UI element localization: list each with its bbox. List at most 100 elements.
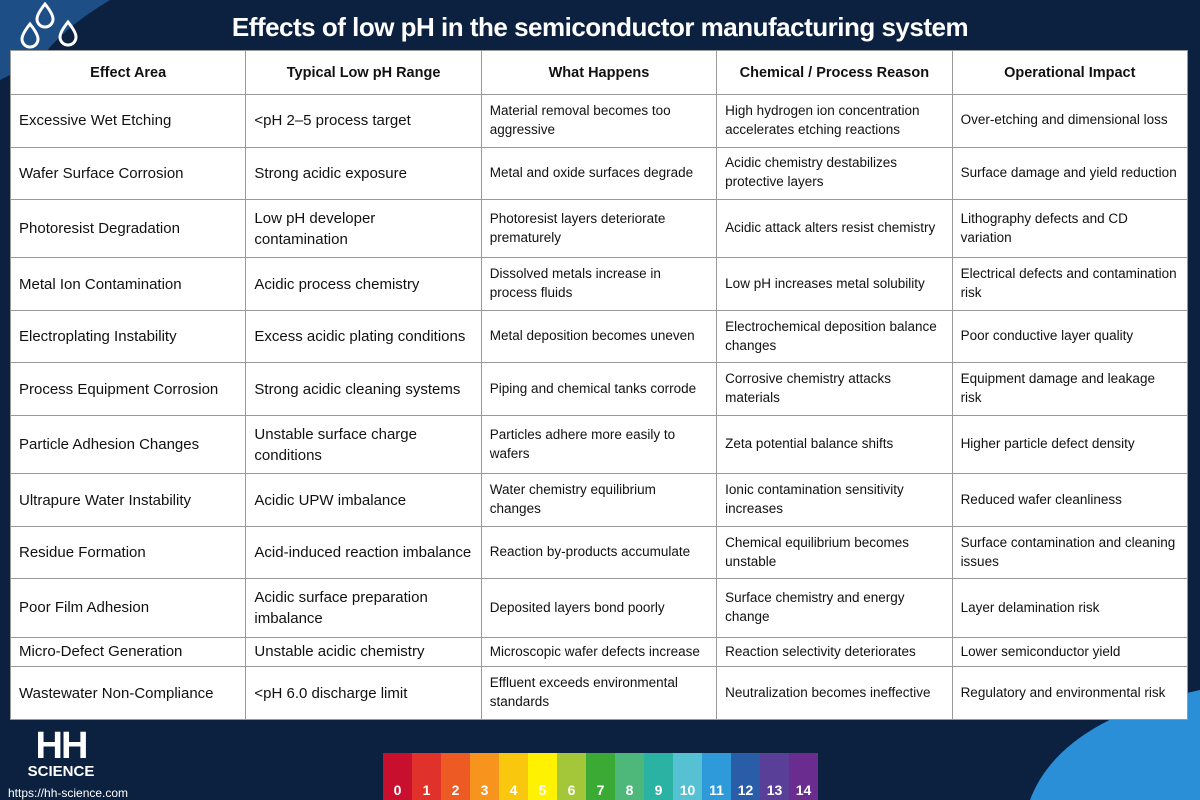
table-cell: Electrochemical deposition balance chang… [716, 309, 953, 364]
table-cell: Low pH increases metal solubility [716, 257, 953, 311]
table-row: Residue Formation Acid-induced reaction i… [9, 525, 1189, 580]
table-cell: Electroplating Instability [9, 309, 247, 364]
ph-cell: 5 [528, 753, 557, 800]
table-cell: High hydrogen ion concentration accelera… [716, 94, 953, 148]
table-cell: Surface chemistry and energy change [716, 578, 953, 638]
table-cell: Deposited layers bond poorly [480, 578, 718, 638]
table-cell: Excess acidic plating conditions [245, 309, 482, 364]
table-cell: <pH 6.0 discharge limit [245, 666, 482, 720]
table-cell: Metal deposition becomes uneven [480, 309, 718, 364]
logo-text: SCIENCE [27, 763, 95, 780]
table-cell: Particle Adhesion Changes [9, 414, 247, 475]
drop-icon [58, 19, 78, 47]
ph-cell: 7 [586, 753, 615, 800]
table-cell: Wafer Surface Corrosion [9, 146, 247, 201]
ph-cell: 12 [731, 753, 760, 800]
table-cell: Higher particle defect density [951, 414, 1189, 475]
table-cell: Poor conductive layer quality [951, 309, 1189, 364]
ph-cell: 6 [557, 753, 586, 800]
ph-cell: 4 [499, 753, 528, 800]
column-header: Effect Area [9, 50, 247, 95]
table-cell: Dissolved metals increase in process flu… [480, 257, 718, 311]
table-cell: Poor Film Adhesion [9, 578, 247, 638]
table-cell: Excessive Wet Etching [9, 94, 247, 148]
table-cell: Chemical equilibrium becomes unstable [716, 525, 953, 580]
ph-cell: 0 [383, 753, 412, 800]
table-cell: Metal and oxide surfaces degrade [480, 146, 718, 201]
table-cell: Water chemistry equilibrium changes [480, 473, 718, 527]
table-cell: Particles adhere more easily to wafers [480, 414, 718, 475]
table-cell: Metal Ion Contamination [9, 257, 247, 311]
table-cell: Piping and chemical tanks corrode [480, 362, 718, 416]
table-row: Ultrapure Water Instability Acidic UPW im… [9, 473, 1189, 527]
ph-cell: 9 [644, 753, 673, 800]
table-cell: Micro-Defect Generation [9, 636, 247, 668]
table-cell: Acidic chemistry destabilizes protective… [716, 146, 953, 201]
ph-cell: 10 [673, 753, 702, 800]
table-row: Process Equipment Corrosion Strong acidic… [9, 362, 1189, 416]
table-cell: Surface damage and yield reduction [951, 146, 1189, 201]
table-cell: Photoresist layers deteriorate premature… [480, 199, 718, 259]
ph-cell: 1 [412, 753, 441, 800]
table-cell: Photoresist Degradation [9, 199, 247, 259]
ph-scale: 0 1 2 3 4 5 6 7 8 9 10 11 12 13 14 [383, 753, 818, 800]
table-cell: Acidic surface preparation imbalance [245, 578, 482, 638]
effects-table: Effect Area Typical Low pH Range What Happ… [9, 50, 1189, 720]
table-row: Wastewater Non-Compliance <pH 6.0 dischar… [9, 666, 1189, 720]
table-cell: Strong acidic cleaning systems [245, 362, 482, 416]
table-cell: Surface contamination and cleaning issue… [951, 525, 1189, 580]
table-cell: Regulatory and environmental risk [951, 666, 1189, 720]
table-cell: Zeta potential balance shifts [716, 414, 953, 475]
table-cell: Unstable acidic chemistry [245, 636, 482, 668]
table-cell: Over-etching and dimensional loss [951, 94, 1189, 148]
ph-cell: 2 [441, 753, 470, 800]
drop-icon [20, 21, 40, 49]
table-row: Poor Film Adhesion Acidic surface prepara… [9, 578, 1189, 638]
ph-cell: 3 [470, 753, 499, 800]
table-cell: Neutralization becomes ineffective [716, 666, 953, 720]
header-row: Effect Area Typical Low pH Range What Happ… [9, 50, 1189, 95]
table-cell: Reduced wafer cleanliness [951, 473, 1189, 527]
table-cell: Reaction by-products accumulate [480, 525, 718, 580]
column-header: What Happens [480, 50, 718, 95]
table-row: Particle Adhesion Changes Unstable surfac… [9, 414, 1189, 475]
table-cell: Acid-induced reaction imbalance [245, 525, 482, 580]
table-cell: Residue Formation [9, 525, 247, 580]
table-cell: Lithography defects and CD variation [951, 199, 1189, 259]
table-row: Wafer Surface Corrosion Strong acidic exp… [9, 146, 1189, 201]
table-cell: Lower semiconductor yield [951, 636, 1189, 668]
ph-cell: 14 [789, 753, 818, 800]
table-cell: Corrosive chemistry attacks materials [716, 362, 953, 416]
title: Effects of low pH in the semiconductor m… [231, 12, 969, 42]
table-cell: Effluent exceeds environmental standards [480, 666, 718, 720]
table-row: Metal Ion Contamination Acidic process ch… [9, 257, 1189, 311]
ph-cell: 11 [702, 753, 731, 800]
drop-icon [35, 1, 55, 29]
table-row: Excessive Wet Etching <pH 2–5 process tar… [9, 94, 1189, 148]
table-cell: Process Equipment Corrosion [9, 362, 247, 416]
table-row: Micro-Defect Generation Unstable acidic c… [9, 636, 1189, 668]
table-cell: Ionic contamination sensitivity increase… [716, 473, 953, 527]
table-row: Photoresist Degradation Low pH developer … [9, 199, 1189, 259]
table-cell: Ultrapure Water Instability [9, 473, 247, 527]
table-cell: Unstable surface charge conditions [245, 414, 482, 475]
table-cell: Microscopic wafer defects increase [480, 636, 718, 668]
logo: HH SCIENCE [26, 725, 96, 780]
table-cell: Reaction selectivity deteriorates [716, 636, 953, 668]
logo-text: HH [35, 725, 89, 767]
table-cell: Low pH developer contamination [245, 199, 482, 259]
ph-cell: 8 [615, 753, 644, 800]
column-header: Typical Low pH Range [245, 50, 482, 95]
table-cell: Electrical defects and contamination ris… [951, 257, 1189, 311]
table-row: Electroplating Instability Excess acidic … [9, 309, 1189, 364]
website-url: https://hh-science.com [8, 786, 129, 800]
table-cell: Layer delamination risk [951, 578, 1189, 638]
table-cell: Acidic process chemistry [245, 257, 482, 311]
table-cell: Strong acidic exposure [245, 146, 482, 201]
ph-cell: 13 [760, 753, 789, 800]
column-header: Operational Impact [951, 50, 1189, 95]
table-cell: Wastewater Non-Compliance [9, 666, 247, 720]
table-cell: Acidic UPW imbalance [245, 473, 482, 527]
table-cell: Acidic attack alters resist chemistry [716, 199, 953, 259]
